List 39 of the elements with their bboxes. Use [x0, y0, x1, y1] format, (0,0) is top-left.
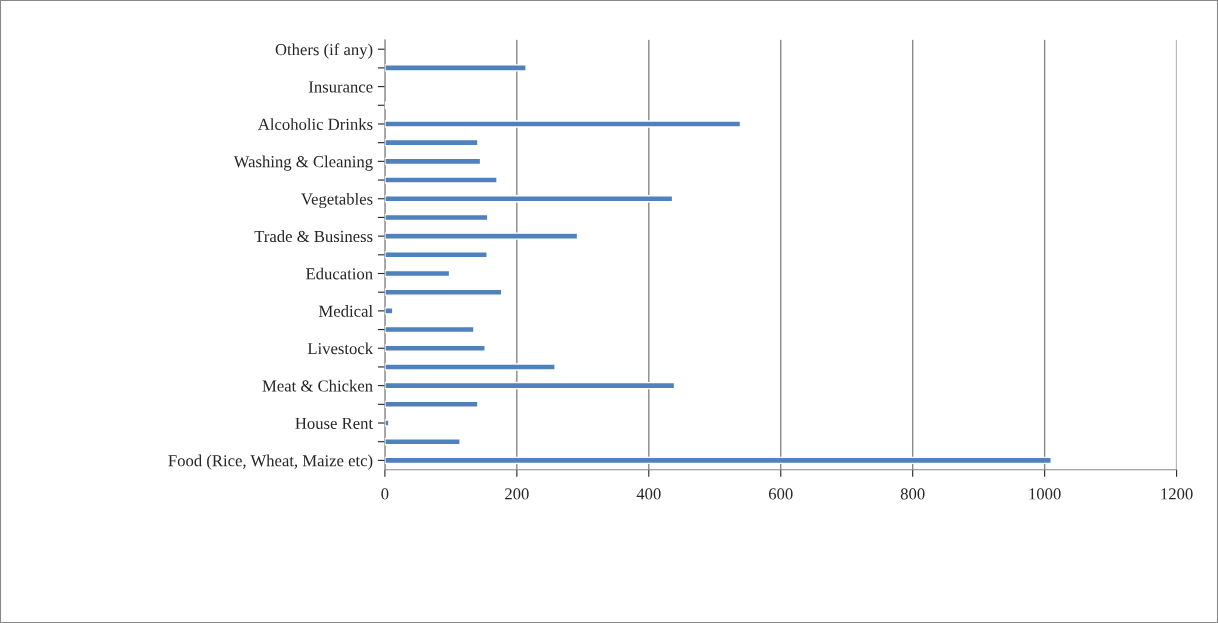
y-tick-label: Medical: [318, 305, 373, 317]
y-tick-label: Insurance: [308, 81, 373, 93]
y-tick-label: Washing & Cleaning: [233, 155, 373, 171]
bar: [384, 232, 579, 240]
x-tick-label: 800: [900, 488, 925, 500]
x-tick-label: 400: [636, 488, 661, 500]
y-tick-label: Meat & Chicken: [262, 379, 373, 392]
y-tick-label: Livestock: [307, 342, 374, 355]
y-tick-label: Food (Rice, Wheat, Maize etc): [168, 454, 373, 470]
bar: [384, 325, 475, 334]
bar: [384, 138, 479, 147]
bar: [384, 363, 556, 371]
x-tick-label: 1200: [1161, 488, 1193, 500]
bar: [384, 120, 742, 128]
bar: [384, 269, 451, 278]
bar: [384, 344, 486, 352]
bar: [384, 213, 489, 222]
bar: [384, 195, 674, 203]
bar: [384, 307, 394, 315]
bar: [384, 438, 461, 446]
x-tick-label: 600: [768, 488, 793, 500]
bar: [384, 381, 676, 390]
bar: [384, 400, 479, 409]
bar: [384, 176, 498, 184]
bar: [384, 64, 527, 72]
bar: [384, 288, 503, 296]
bar: [384, 456, 1052, 465]
y-tick-label: Trade & Business: [254, 230, 373, 243]
y-tick-label: Others (if any): [275, 43, 373, 59]
bar: [384, 157, 482, 166]
x-tick-label: 200: [505, 488, 529, 500]
x-tick-label: 1000: [1029, 488, 1061, 500]
y-tick-label: House Rent: [295, 417, 373, 429]
y-tick-label: Education: [305, 267, 373, 280]
bar: [384, 419, 390, 427]
y-tick-label: Vegetables: [301, 192, 373, 209]
y-tick-label: Alcoholic Drinks: [257, 118, 373, 130]
x-tick-label: 0: [381, 488, 389, 500]
bar: [384, 251, 488, 259]
